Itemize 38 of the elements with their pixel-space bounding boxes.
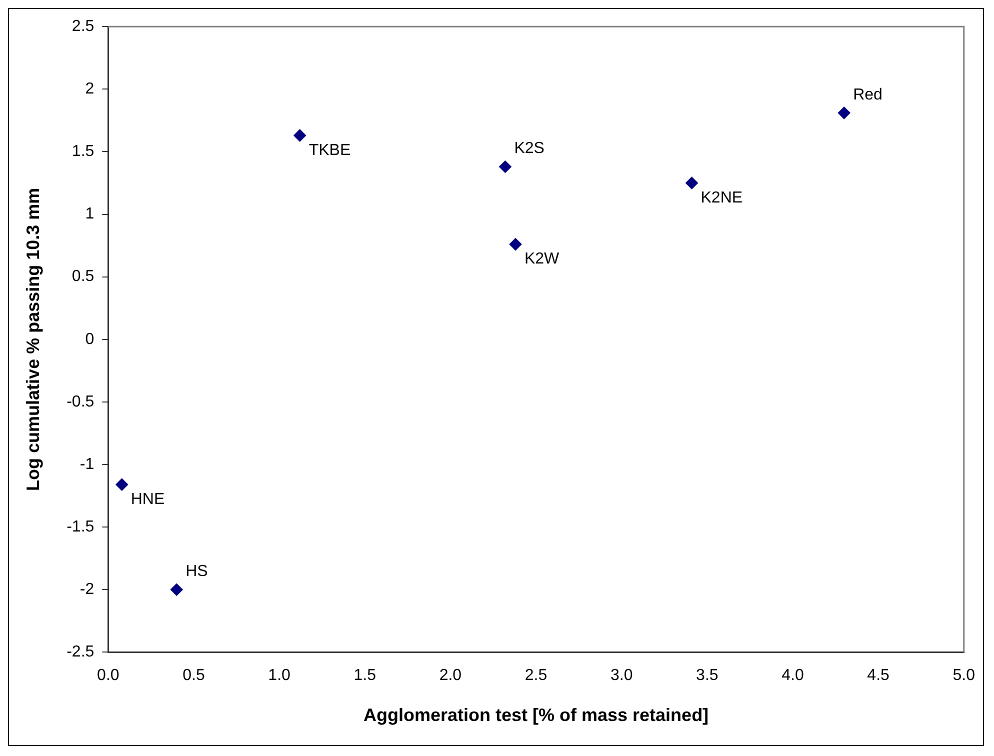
point xyxy=(686,177,698,189)
point xyxy=(294,129,306,142)
y-tick-label: 0.5 xyxy=(72,268,94,286)
x-tick-label: 0.0 xyxy=(97,667,120,684)
y-tick-label: -1 xyxy=(80,456,94,473)
x-tick-label: 1.0 xyxy=(268,667,291,684)
x-tick-label: 2.0 xyxy=(439,667,462,684)
point xyxy=(116,478,128,491)
x-tick-label: 4.0 xyxy=(782,667,804,684)
annotation: K2W xyxy=(524,250,560,268)
point xyxy=(509,238,522,250)
point xyxy=(838,106,850,119)
annotation: Red xyxy=(853,86,882,104)
y-tick-label: -1.5 xyxy=(66,518,94,536)
annotation: TKBE xyxy=(308,142,351,159)
x-tick-label: 5.0 xyxy=(952,667,976,684)
x-tick-label: 4.5 xyxy=(867,667,890,684)
y-tick-label: 2 xyxy=(85,80,94,98)
annotation: K2S xyxy=(514,140,544,158)
x-tick-label: 3.5 xyxy=(696,667,718,684)
y-tick-label: 1 xyxy=(85,206,94,223)
annotation: K2NE xyxy=(700,189,743,206)
y-tick-label: -2 xyxy=(80,581,94,598)
annotation: HNE xyxy=(130,490,165,508)
x-tick-label: 1.5 xyxy=(354,667,376,684)
x-tick-label: 2.5 xyxy=(524,667,548,684)
x-axis-title: Agglomeration test [% of mass retained] xyxy=(363,705,709,726)
y-tick-label: 1.5 xyxy=(72,143,94,160)
y-tick-label: -2.5 xyxy=(66,644,94,661)
y-tick-label: -0.5 xyxy=(66,393,94,410)
y-axis-title: Log cumulative % passing 10.3 mm xyxy=(22,188,43,491)
point xyxy=(170,584,183,596)
annotation: HS xyxy=(186,563,208,580)
y-tick-label: 2.5 xyxy=(72,18,94,36)
x-tick-label: 0.5 xyxy=(182,667,205,684)
x-tick-label: 3.0 xyxy=(610,667,633,684)
point xyxy=(499,160,512,173)
y-tick-label: 0 xyxy=(85,330,94,348)
